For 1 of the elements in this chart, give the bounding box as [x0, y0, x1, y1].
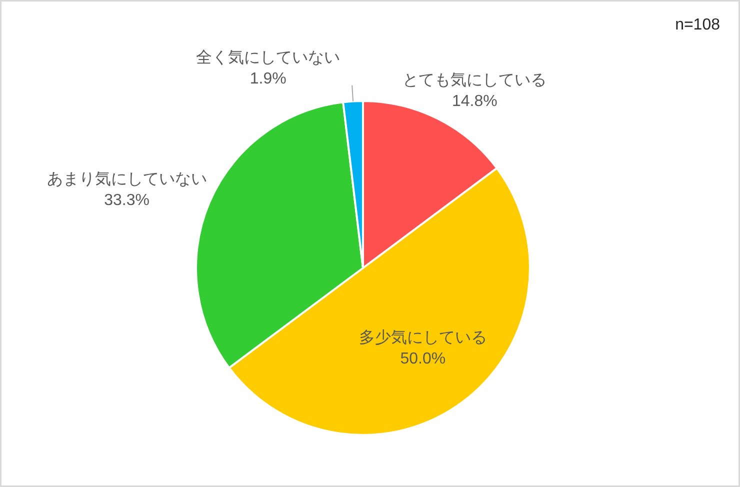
annotation: n=108	[675, 16, 720, 34]
